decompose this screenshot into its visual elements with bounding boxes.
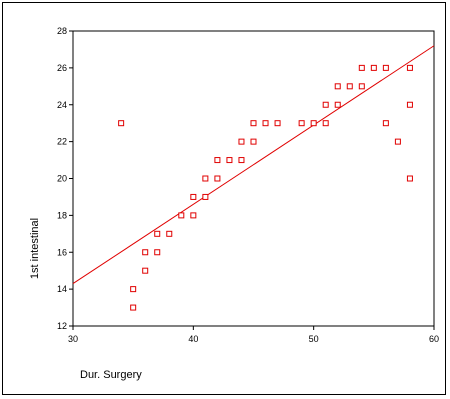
data-point — [406, 101, 413, 108]
x-tick-label: 40 — [188, 334, 198, 344]
data-point — [250, 120, 257, 127]
plot-area — [72, 30, 435, 327]
points-layer — [118, 64, 413, 311]
y-tick-label: 12 — [57, 321, 67, 331]
data-point — [250, 138, 257, 145]
y-tick-label: 26 — [57, 63, 67, 73]
data-point — [142, 267, 149, 274]
data-point — [274, 120, 281, 127]
data-point — [382, 120, 389, 127]
x-tick-label: 50 — [309, 334, 319, 344]
data-point — [394, 138, 401, 145]
data-point — [202, 175, 209, 182]
x-axis-title: Dur. Surgery — [80, 369, 142, 381]
y-tick-label: 22 — [57, 137, 67, 147]
data-point — [202, 193, 209, 200]
data-point — [118, 120, 125, 127]
data-point — [298, 120, 305, 127]
data-point — [382, 64, 389, 71]
regression-line — [72, 45, 435, 285]
data-point — [154, 230, 161, 237]
data-point — [226, 157, 233, 164]
y-tick-label: 28 — [57, 26, 67, 36]
y-tick-label: 20 — [57, 174, 67, 184]
data-point — [262, 120, 269, 127]
data-point — [190, 212, 197, 219]
data-point — [166, 230, 173, 237]
data-point — [130, 304, 137, 311]
data-point — [238, 138, 245, 145]
data-point — [190, 193, 197, 200]
x-axis-ticks: 30 40 50 60 — [68, 326, 439, 344]
y-tick-label: 14 — [57, 284, 67, 294]
data-point — [358, 64, 365, 71]
data-point — [310, 120, 317, 127]
data-point — [154, 249, 161, 256]
data-point — [334, 83, 341, 90]
data-point — [358, 83, 365, 90]
data-point — [214, 175, 221, 182]
x-tick-label: 60 — [429, 334, 439, 344]
y-tick-label: 18 — [57, 210, 67, 220]
data-point — [406, 64, 413, 71]
data-point — [142, 249, 149, 256]
data-point — [346, 83, 353, 90]
fit-line-layer — [72, 45, 435, 285]
y-tick-label: 24 — [57, 100, 67, 110]
x-tick-label: 30 — [68, 334, 78, 344]
data-point — [322, 101, 329, 108]
data-point — [322, 120, 329, 127]
data-point — [130, 286, 137, 293]
data-point — [334, 101, 341, 108]
data-point — [406, 175, 413, 182]
y-tick-label: 16 — [57, 247, 67, 257]
data-point — [238, 157, 245, 164]
y-axis-title: 1st intestinal — [29, 218, 41, 279]
y-axis-ticks: 12 14 16 18 20 22 24 26 28 — [57, 26, 73, 331]
data-point — [214, 157, 221, 164]
data-point — [178, 212, 185, 219]
data-point — [370, 64, 377, 71]
